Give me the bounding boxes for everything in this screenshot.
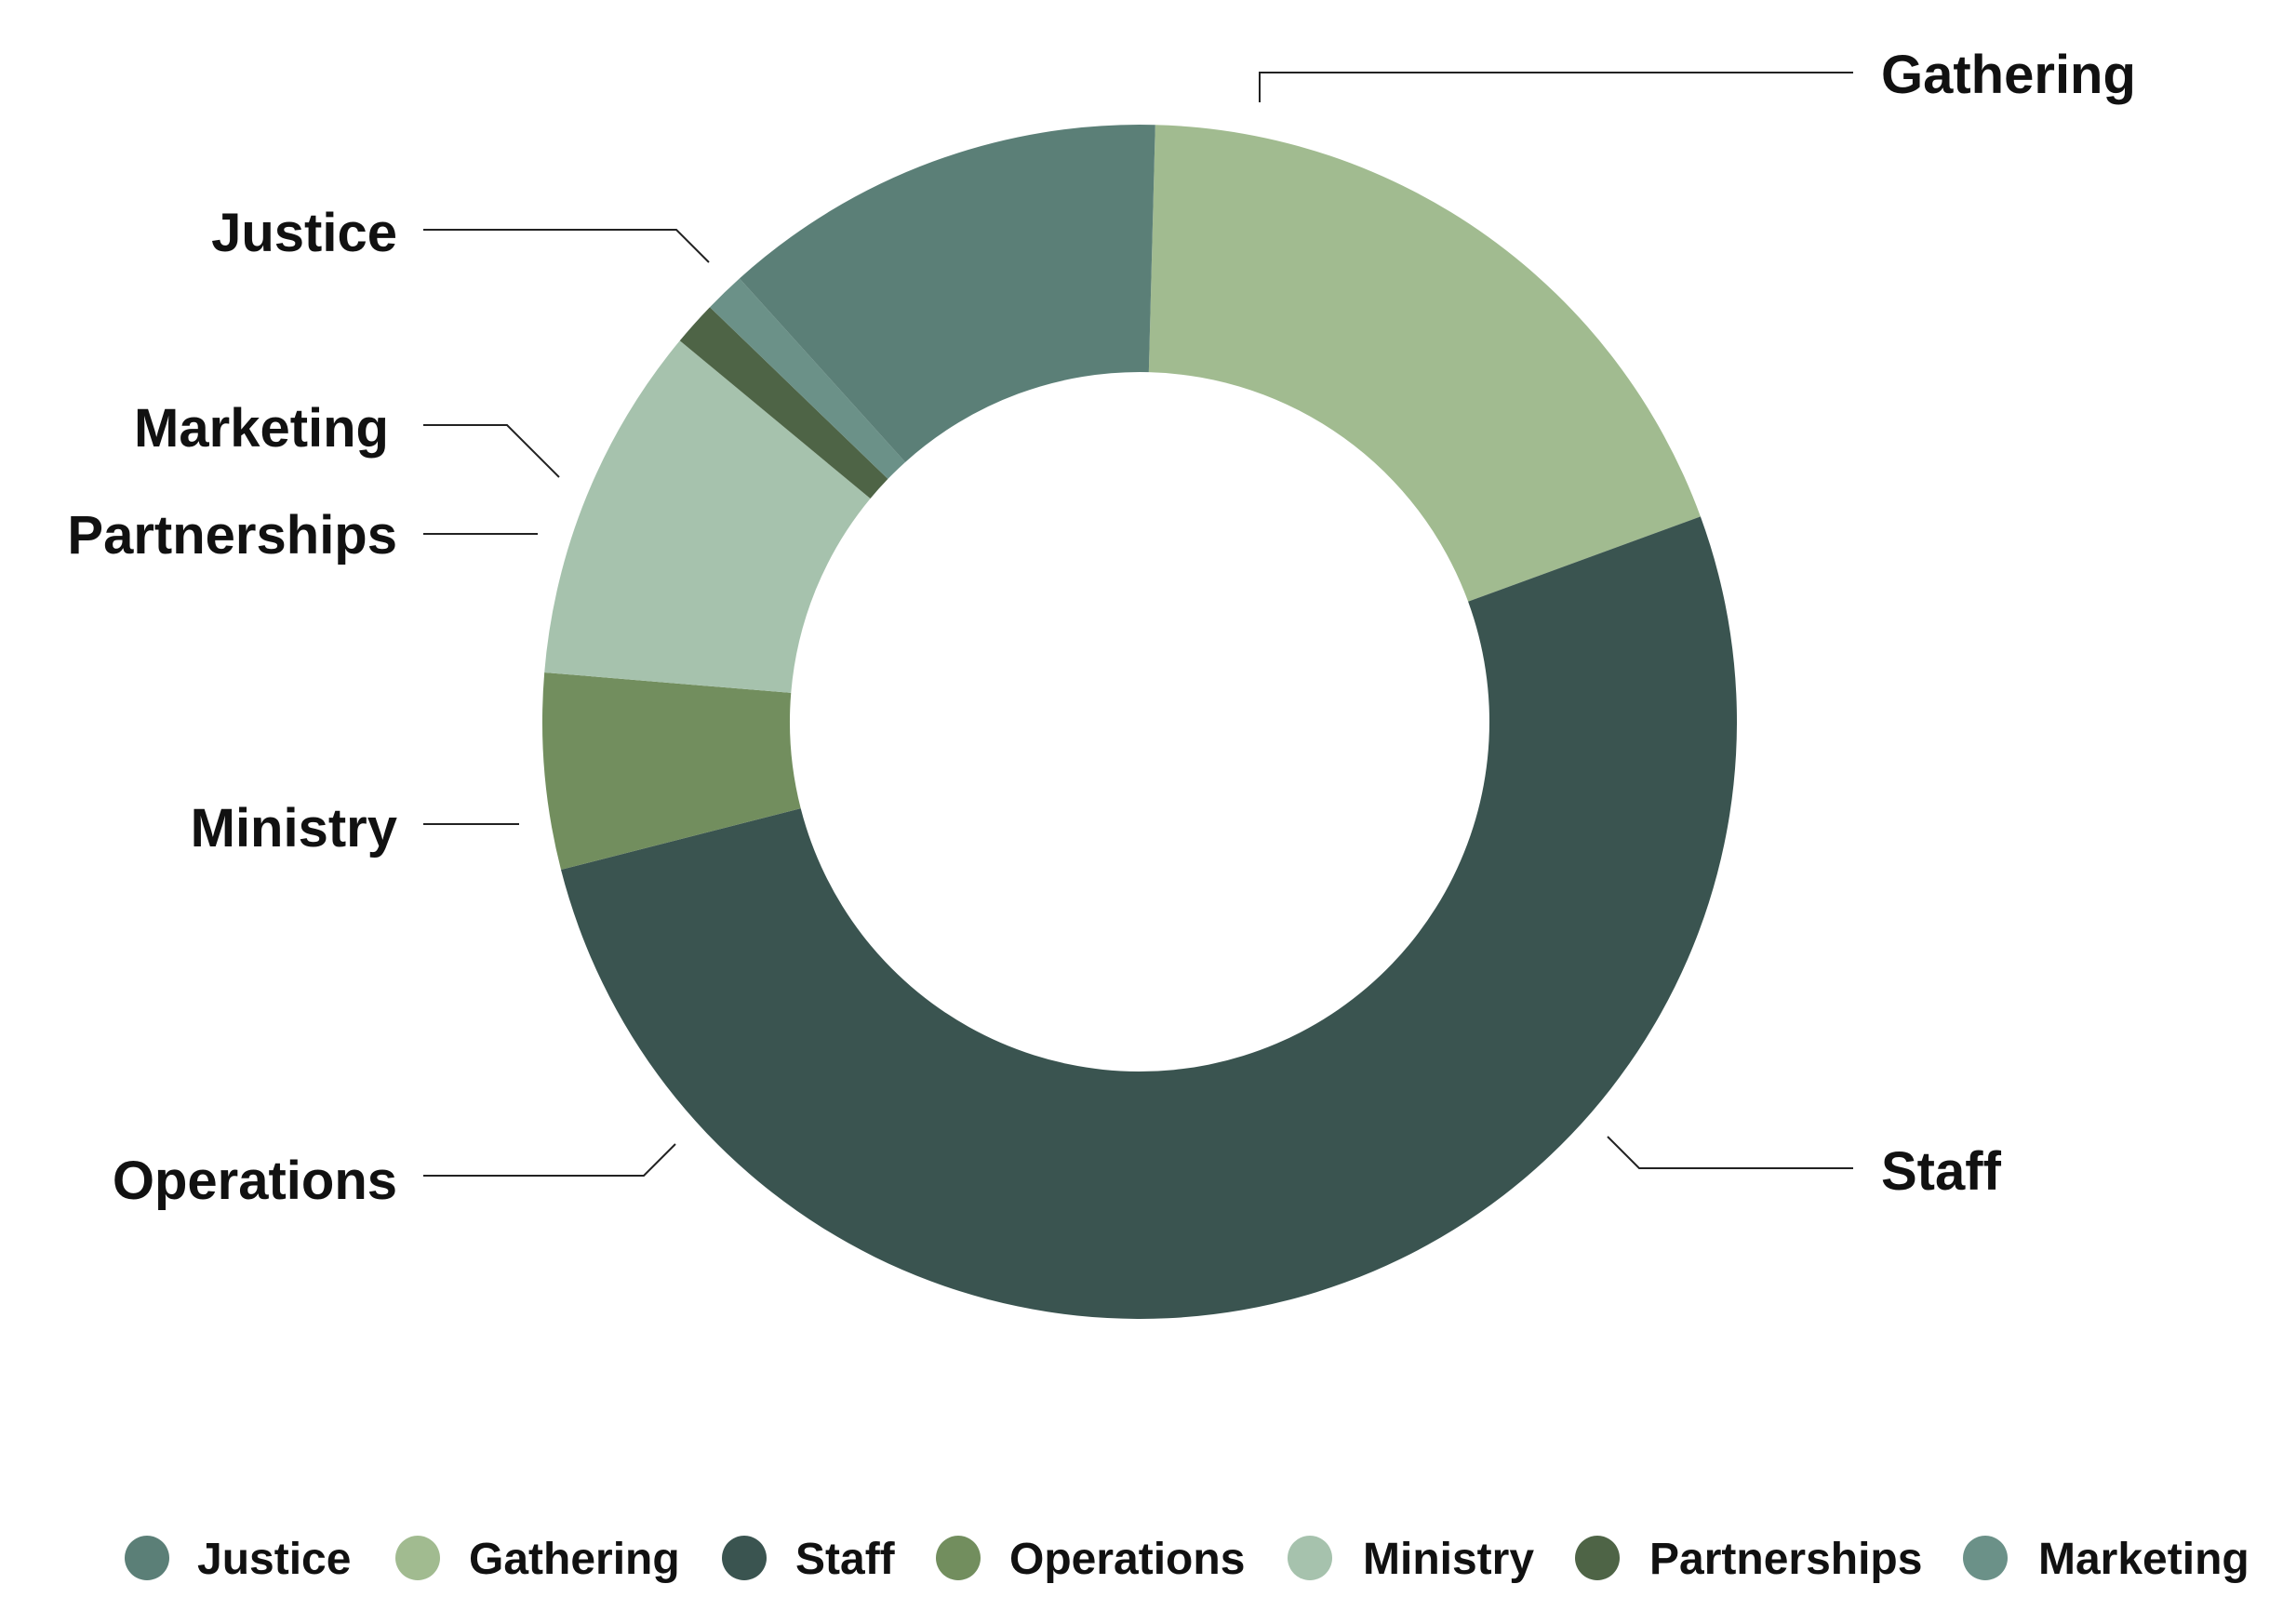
legend-label-staff: Staff xyxy=(795,1535,896,1584)
label-staff: Staff xyxy=(1881,1141,2002,1202)
label-partnerships: Partnerships xyxy=(67,505,397,566)
label-gathering: Gathering xyxy=(1881,45,2136,105)
slice-gathering xyxy=(1148,125,1701,602)
legend-label-ministry: Ministry xyxy=(1363,1535,1534,1584)
label-operations: Operations xyxy=(113,1151,397,1211)
slice-justice xyxy=(739,125,1155,462)
legend-label-justice: Justice xyxy=(197,1535,351,1584)
leader-line-gathering xyxy=(1259,72,1853,102)
legend-swatch-marketing xyxy=(1963,1536,2008,1580)
label-justice: Justice xyxy=(211,203,397,263)
legend-swatch-ministry xyxy=(1288,1536,1332,1580)
leader-line-staff xyxy=(1607,1136,1853,1169)
legend-label-marketing: Marketing xyxy=(2038,1535,2249,1584)
slice-staff xyxy=(561,516,1738,1320)
slice-ministry xyxy=(544,340,871,693)
legend-swatch-partnerships xyxy=(1575,1536,1620,1580)
slice-operations xyxy=(542,672,801,871)
legend-label-partnerships: Partnerships xyxy=(1649,1535,1922,1584)
legend-swatch-operations xyxy=(936,1536,981,1580)
slice-partnerships xyxy=(679,307,888,499)
legend-label-operations: Operations xyxy=(1009,1535,1245,1584)
slice-labels-group: Justice Gathering Staff Operations Minis… xyxy=(67,45,2136,1211)
leader-lines-group xyxy=(423,72,1853,1177)
leader-line-justice xyxy=(423,229,710,263)
slices-group xyxy=(542,125,1738,1320)
leader-line-operations xyxy=(423,1143,676,1177)
legend-swatch-staff xyxy=(722,1536,767,1580)
label-ministry: Ministry xyxy=(191,798,397,859)
legend-swatch-justice xyxy=(125,1536,169,1580)
legend-label-gathering: Gathering xyxy=(469,1535,680,1584)
legend: Justice Gathering Staff Operations Minis… xyxy=(125,1535,2249,1584)
label-marketing: Marketing xyxy=(134,398,389,459)
legend-swatch-gathering xyxy=(395,1536,440,1580)
slice-marketing xyxy=(710,278,906,479)
leader-line-marketing xyxy=(423,424,560,478)
